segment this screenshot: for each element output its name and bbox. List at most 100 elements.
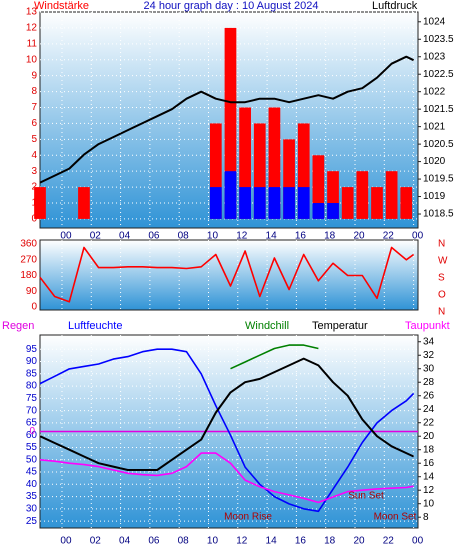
wind-bar (297, 187, 310, 219)
y-tick-label: 270 (20, 254, 37, 265)
y2-tick-label: 1024 (423, 16, 446, 27)
y-tick-label: 50 (26, 454, 38, 465)
y-tick-label: 80 (26, 381, 38, 392)
wind-bar (78, 187, 90, 219)
y-tick-label: 0 (31, 214, 37, 225)
chart-title: 24 hour graph day : 10 August 2024 (144, 0, 319, 12)
y-tick-label: 12 (26, 23, 38, 34)
annotation: Moon Set (374, 512, 417, 523)
y2-tick-label: 1022.5 (423, 69, 454, 80)
x-tick-label: 18 (324, 536, 336, 547)
y-tick-label: 6 (31, 118, 37, 129)
y-tick-label: 90 (26, 356, 38, 367)
y-tick-label: 75 (26, 393, 38, 404)
x-tick-label: 18 (324, 231, 336, 242)
y2-tick-label: 26 (423, 390, 435, 401)
y-tick-label: 55 (26, 442, 38, 453)
compass-label: O (438, 290, 446, 301)
y-tick-label: 4 (31, 150, 37, 161)
x-tick-label: 02 (90, 231, 102, 242)
y2-tick-label: 1019 (423, 191, 446, 202)
y2-tick-label: 12 (423, 485, 435, 496)
wind-bar (239, 107, 251, 219)
y-tick-label: 10 (26, 54, 38, 65)
series-line (39, 55, 415, 184)
x-tick-label: 08 (178, 231, 190, 242)
y-tick-label: 25 (26, 516, 38, 527)
legend-label: Luftdruck (372, 0, 418, 12)
x-tick-label: 06 (148, 536, 160, 547)
x-tick-label: 16 (295, 536, 307, 547)
y-tick-label: 180 (20, 270, 37, 281)
wind-bar (341, 187, 354, 219)
y-tick-label: 85 (26, 368, 38, 379)
x-tick-label: 00 (60, 231, 72, 242)
compass-label: N (438, 307, 445, 318)
y2-tick-label: 30 (423, 363, 435, 374)
wind-bar (297, 123, 310, 219)
legend-label: Temperatur (312, 320, 368, 332)
y2-tick-label: 10 (423, 498, 435, 509)
compass-label: S (438, 273, 445, 284)
x-tick-label: 02 (90, 536, 102, 547)
y-tick-label: 3 (31, 166, 37, 177)
annotation: Moon Rise (224, 512, 272, 523)
x-tick-label: 00 (60, 536, 72, 547)
y2-tick-label: 1021.5 (423, 104, 454, 115)
x-tick-label: 16 (295, 231, 307, 242)
x-tick-label: 04 (119, 536, 131, 547)
wind-bar (253, 187, 266, 219)
legend-label: Windchill (245, 320, 289, 332)
y2-tick-label: 8 (423, 512, 429, 523)
wind-bar (239, 187, 251, 219)
y2-tick-label: 24 (423, 404, 435, 415)
y2-tick-label: 14 (423, 471, 435, 482)
wind-bar (385, 171, 398, 219)
x-tick-label: 06 (148, 231, 160, 242)
y-tick-label: 30 (26, 503, 38, 514)
wind-bar (283, 187, 295, 219)
annotation: Sun Set (348, 491, 384, 502)
x-tick-label: 22 (383, 231, 395, 242)
x-tick-label: 00 (412, 231, 424, 242)
y-tick-label: 45 (26, 467, 38, 478)
y-tick-label: 65 (26, 418, 38, 429)
x-tick-label: 00 (412, 536, 424, 547)
x-tick-label: 10 (207, 231, 219, 242)
wind-bar (34, 187, 46, 219)
legend-label: Taupunkt (405, 320, 450, 332)
wind-bar (312, 203, 325, 219)
wind-bar (312, 155, 325, 219)
y-tick-label: 9 (31, 70, 37, 81)
y2-tick-label: 18 (423, 444, 435, 455)
y-tick-label: 13 (26, 7, 38, 18)
y2-tick-label: 28 (423, 377, 435, 388)
x-tick-label: 08 (178, 536, 190, 547)
wind-bar (268, 107, 281, 219)
y2-tick-label: 22 (423, 417, 435, 428)
wind-bar (224, 171, 237, 219)
y2-tick-label: 1022 (423, 86, 446, 97)
compass-label: N (438, 239, 445, 250)
wind-bar (327, 203, 339, 219)
series-line (230, 344, 319, 370)
y-tick-label: 8 (31, 86, 37, 97)
y2-tick-label: 32 (423, 350, 435, 361)
y-tick-label: 35 (26, 491, 38, 502)
wind-bar (327, 171, 339, 219)
x-tick-label: 12 (236, 536, 248, 547)
wind-bar (268, 187, 281, 219)
series-line (39, 246, 415, 303)
series-line (39, 348, 415, 513)
y3-axis-label: Regen (2, 320, 34, 332)
wind-bar (209, 123, 222, 219)
x-tick-label: 14 (266, 231, 278, 242)
x-tick-label: 20 (353, 231, 365, 242)
legend-label: Windstärke (34, 0, 89, 12)
y-tick-label: 11 (27, 38, 38, 49)
y-tick-label: 70 (26, 405, 38, 416)
wind-bar (253, 123, 266, 219)
y2-tick-label: 1021 (423, 121, 446, 132)
y2-tick-label: 20 (423, 431, 435, 442)
